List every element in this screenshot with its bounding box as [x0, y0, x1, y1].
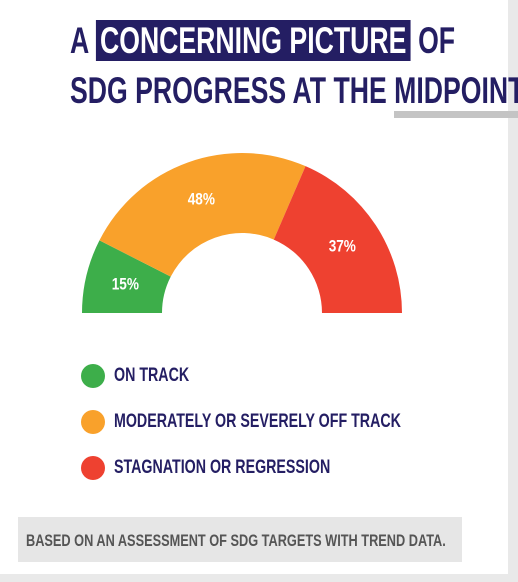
title-underlined: MIDPOINT [394, 70, 518, 118]
title-part: A [70, 20, 89, 61]
legend-label: MODERATELY OR SEVERELY OFF TRACK [114, 410, 401, 431]
title-highlight: CONCERNING PICTURE [95, 20, 411, 61]
pie-segment [273, 166, 402, 313]
frame [508, 0, 518, 582]
data-label: 48% [188, 190, 215, 209]
legend-label: STAGNATION OR REGRESSION [114, 456, 330, 477]
legend-label: ON TRACK [114, 364, 189, 385]
pie-segment [82, 240, 171, 313]
frame [0, 574, 518, 582]
legend-marker [81, 410, 105, 434]
data-label: 37% [329, 237, 356, 256]
data-label: 15% [112, 275, 139, 294]
title-part: SDG PROGRESS AT THE [70, 70, 387, 111]
footnote-box: BASED ON AN ASSESSMENT OF SDG TARGETS WI… [18, 517, 462, 562]
chart-title: A CONCERNING PICTURE OF SDG PROGRESS AT … [70, 16, 518, 118]
legend-marker [81, 364, 105, 388]
legend-marker [81, 456, 105, 480]
footnote: BASED ON AN ASSESSMENT OF SDG TARGETS WI… [26, 531, 446, 550]
pie-segment [99, 153, 306, 277]
title-part: OF [418, 20, 456, 61]
